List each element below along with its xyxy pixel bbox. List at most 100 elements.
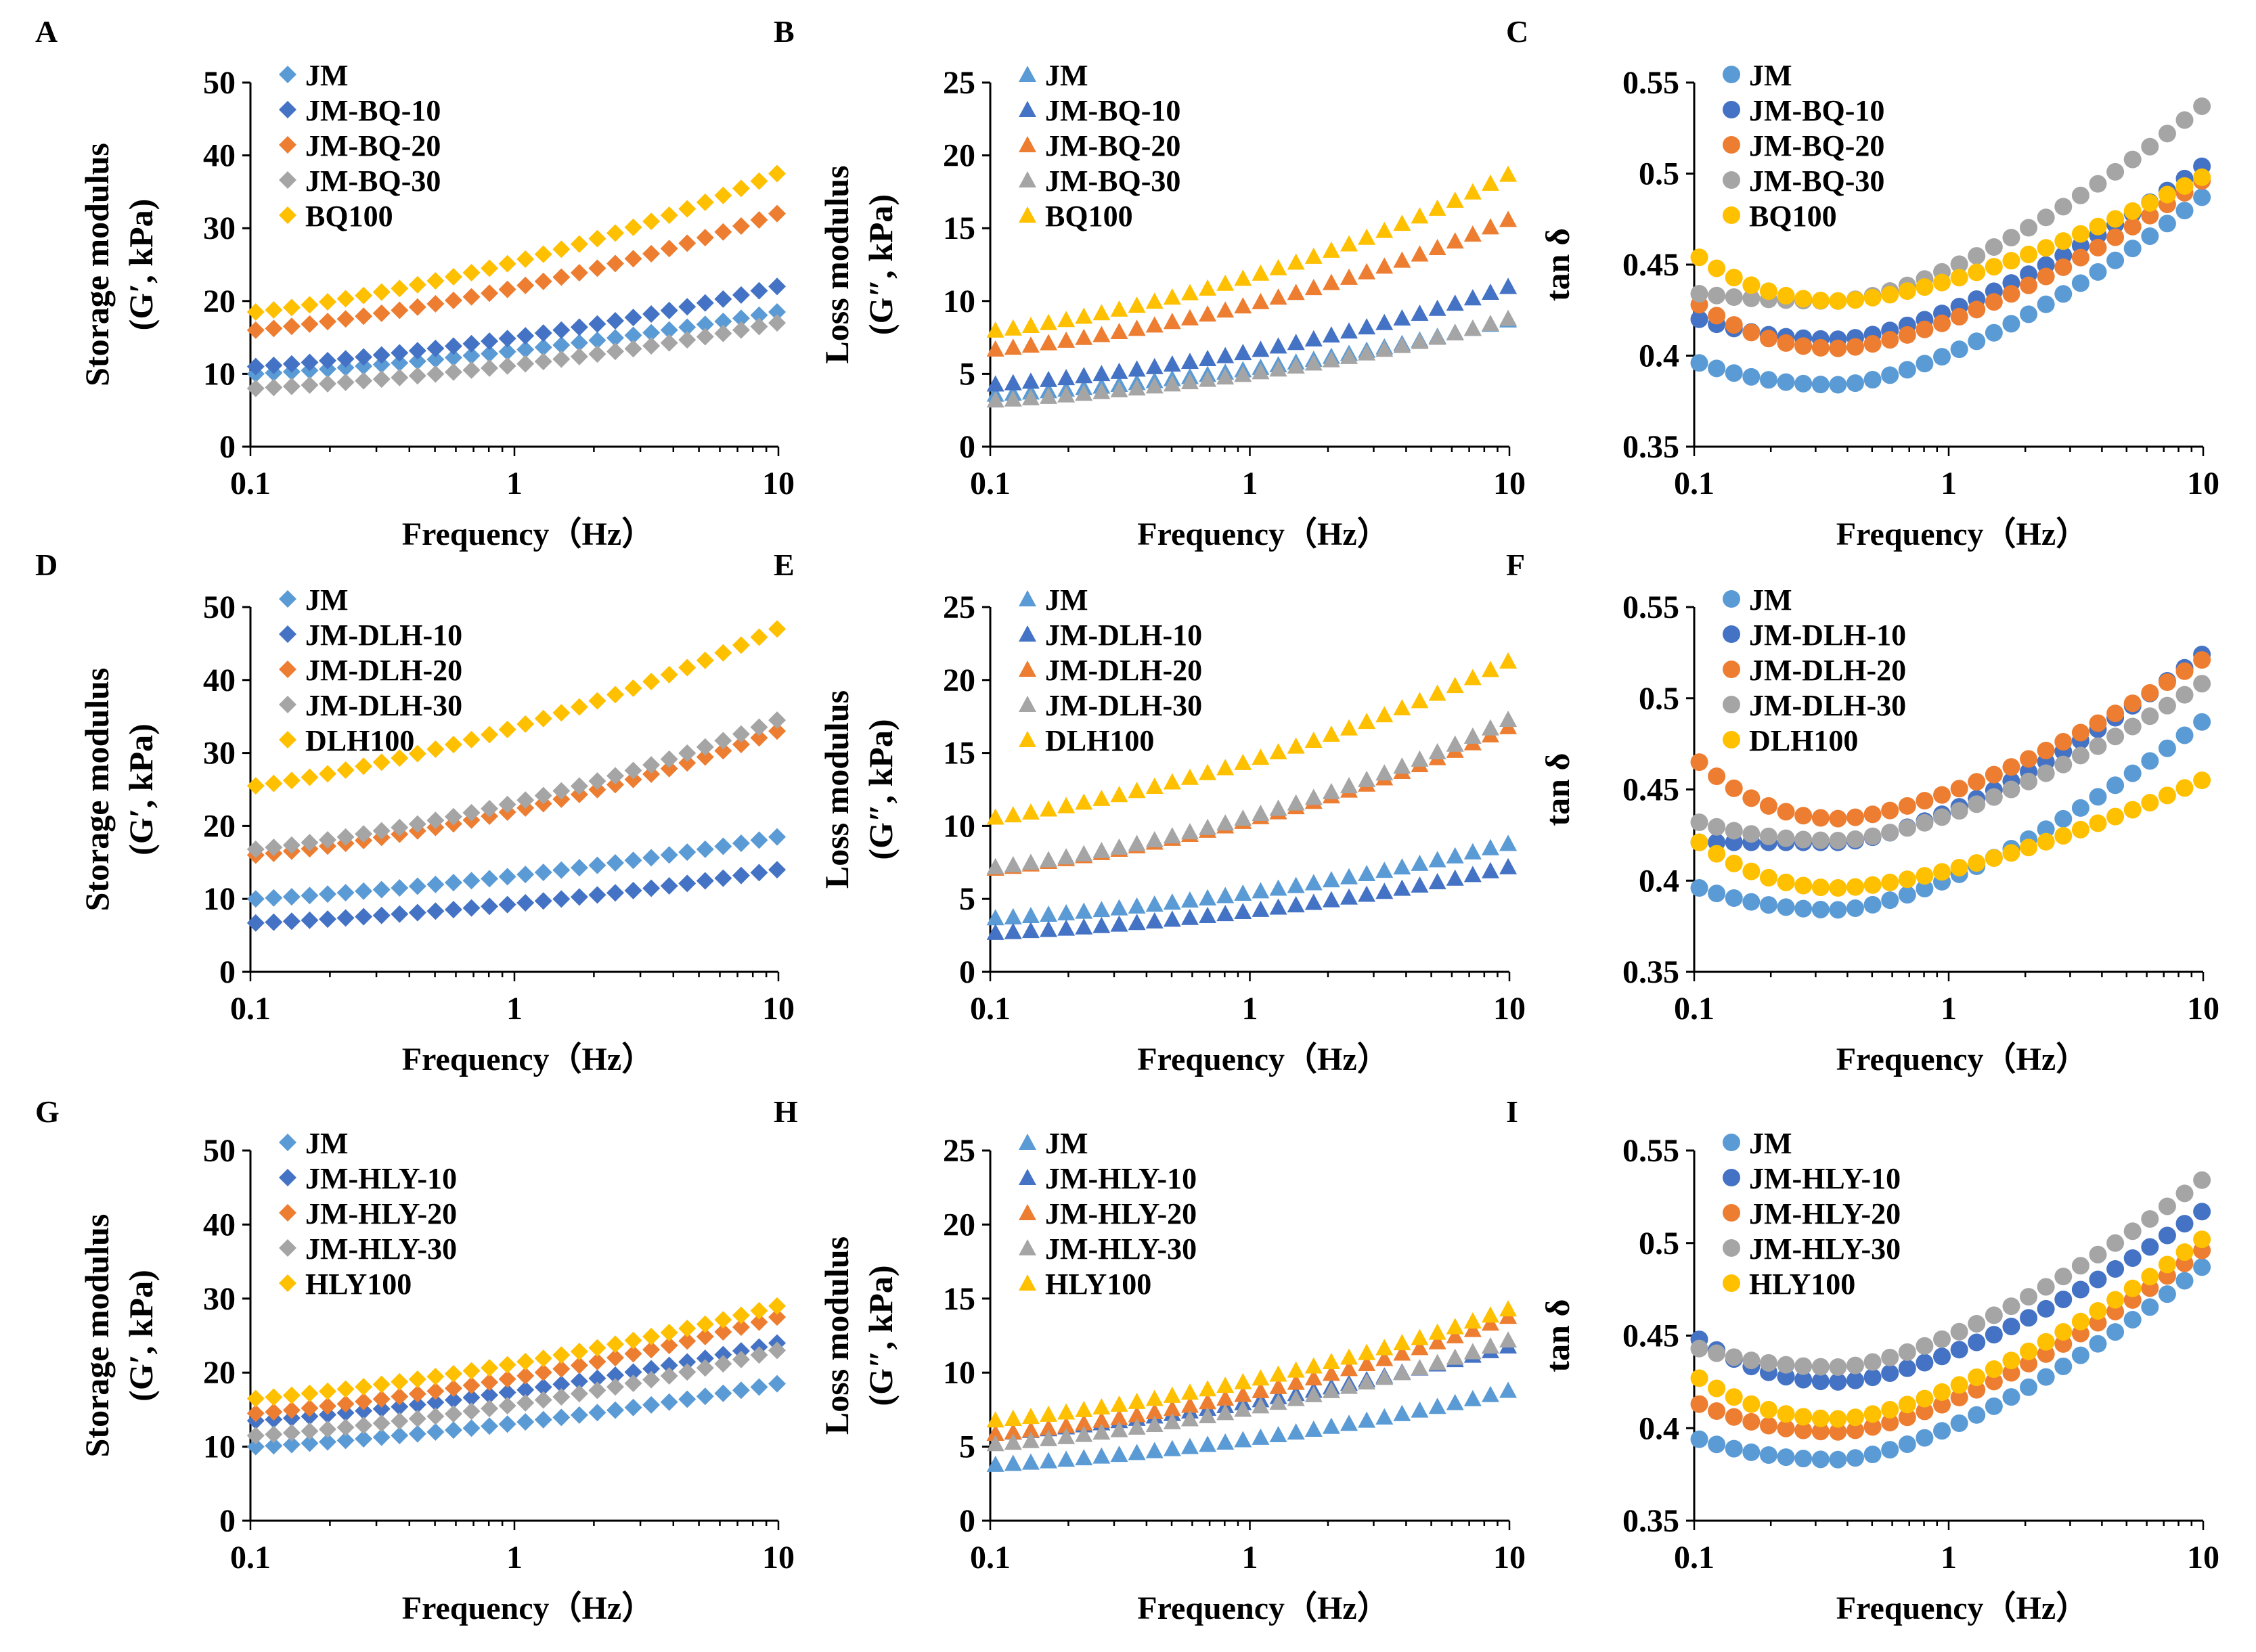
- data-point: [1287, 357, 1305, 374]
- data-point: [1759, 1401, 1777, 1419]
- data-point: [1057, 797, 1076, 813]
- legend-label: JM-HLY-10: [1045, 1162, 1197, 1195]
- data-point: [1358, 318, 1376, 335]
- data-point: [534, 272, 552, 290]
- data-point: [1446, 294, 1464, 311]
- data-point: [1145, 912, 1164, 929]
- data-point: [1128, 296, 1146, 313]
- legend-marker: [279, 625, 296, 643]
- data-point: [660, 1393, 678, 1411]
- data-point: [660, 759, 678, 778]
- data-point: [1358, 885, 1376, 902]
- y-tick-label: 0.45: [1622, 247, 1679, 283]
- data-point: [426, 1382, 445, 1400]
- data-point: [1145, 292, 1164, 309]
- data-point: [642, 337, 661, 355]
- data-point: [498, 1370, 516, 1388]
- x-axis-title: Frequency（Hz）: [402, 1042, 654, 1077]
- data-point: [372, 1375, 391, 1393]
- data-point: [1481, 839, 1499, 855]
- data-point: [1499, 1331, 1518, 1348]
- data-point: [1708, 845, 1726, 863]
- data-point: [1794, 807, 1813, 825]
- data-point: [1463, 183, 1482, 200]
- data-point: [516, 355, 535, 373]
- data-point: [391, 879, 409, 897]
- data-point: [1163, 773, 1181, 790]
- data-point: [462, 288, 481, 306]
- data-point: [1180, 309, 1199, 326]
- data-point: [462, 263, 481, 282]
- data-point: [1916, 278, 1934, 296]
- data-point: [1863, 805, 1882, 824]
- data-point: [265, 378, 283, 397]
- data-point: [1690, 1339, 1708, 1358]
- y-tick-label: 0.35: [1622, 954, 1679, 990]
- data-point: [534, 863, 552, 881]
- data-point: [1708, 1435, 1726, 1454]
- data-point: [986, 1455, 1004, 1472]
- data-point: [1898, 326, 1916, 344]
- data-point: [265, 889, 283, 907]
- data-point: [2002, 252, 2020, 270]
- data-point: [2106, 1323, 2125, 1341]
- data-point: [426, 294, 445, 313]
- data-point: [1446, 735, 1464, 752]
- data-point: [2123, 202, 2142, 220]
- data-point: [1040, 1405, 1058, 1422]
- data-point: [1933, 1422, 1951, 1440]
- data-point: [750, 831, 768, 849]
- y-axis-title-unit: (G′, kPa): [122, 723, 160, 855]
- data-point: [2123, 150, 2142, 169]
- data-point: [624, 309, 642, 327]
- data-point: [2141, 1268, 2159, 1286]
- data-point: [1199, 305, 1217, 322]
- x-axis-title: Frequency（Hz）: [402, 516, 654, 552]
- data-point: [1499, 1381, 1518, 1398]
- data-point: [481, 284, 499, 303]
- data-point: [1004, 908, 1022, 924]
- data-point: [642, 673, 661, 691]
- data-point: [1199, 279, 1217, 296]
- legend-marker: [279, 731, 296, 749]
- data-point: [642, 756, 661, 774]
- panel-F: F 0.35 0.4 0.45 0.5 0.55 0.1 1 10 Frequency（Hz） ta…: [1506, 548, 2219, 1077]
- data-point: [2089, 1245, 2107, 1264]
- data-point: [1375, 257, 1394, 274]
- data-point: [1863, 1446, 1882, 1464]
- data-point: [2037, 239, 2055, 257]
- y-tick-label: 10: [943, 808, 975, 844]
- data-point: [1898, 1408, 1916, 1427]
- y-axis-title-unit: (G′, kPa): [122, 199, 160, 331]
- data-point: [1110, 322, 1128, 340]
- data-point: [1759, 1446, 1777, 1464]
- y-tick-label: 0.55: [1622, 589, 1679, 625]
- legend-label: JM-HLY-10: [1749, 1162, 1901, 1195]
- data-point: [570, 1406, 588, 1424]
- data-point: [372, 355, 391, 374]
- data-point: [1463, 727, 1482, 744]
- data-point: [2123, 1279, 2142, 1297]
- data-point: [570, 264, 588, 282]
- data-point: [986, 1411, 1004, 1428]
- y-tick-label: 0.45: [1622, 772, 1679, 808]
- data-point: [2123, 1222, 2142, 1241]
- data-point: [408, 298, 426, 316]
- y-tick-label: 0: [959, 1503, 975, 1539]
- data-point: [1287, 896, 1305, 913]
- data-point: [355, 908, 373, 926]
- data-point: [588, 692, 606, 710]
- series-DLH100: [986, 652, 1518, 825]
- data-point: [1428, 742, 1446, 759]
- data-point: [282, 317, 301, 336]
- data-point: [768, 722, 787, 740]
- series-HLY100: [1690, 1230, 2211, 1428]
- data-point: [1199, 349, 1217, 366]
- data-point: [2071, 1312, 2089, 1331]
- data-point: [696, 1359, 714, 1377]
- data-point: [444, 1391, 462, 1409]
- data-point: [2193, 168, 2211, 186]
- legend-marker: [1019, 731, 1036, 748]
- y-tick-label: 30: [203, 210, 236, 246]
- data-point: [391, 280, 409, 298]
